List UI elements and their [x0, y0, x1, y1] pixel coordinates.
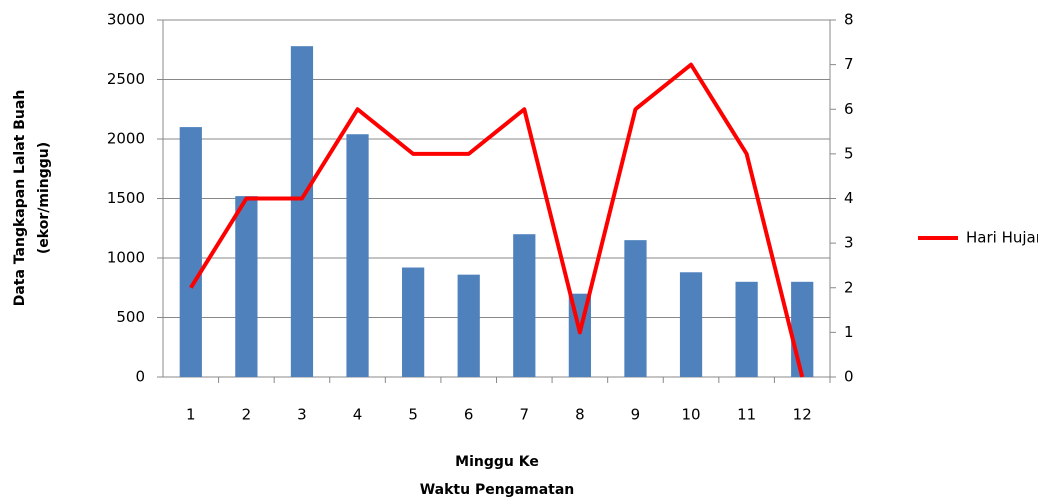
y2-tick-label: 8	[844, 11, 854, 29]
x-tick-label: 5	[408, 406, 418, 424]
x-axis-label: Minggu Ke	[455, 454, 539, 470]
line	[189, 62, 805, 378]
y-tick-label: 1500	[107, 189, 145, 207]
y-tick-label: 1000	[107, 249, 145, 267]
y2-tick-label: 4	[844, 189, 854, 207]
bar	[235, 196, 258, 377]
bar	[402, 267, 425, 377]
x-tick-label: 6	[464, 406, 474, 424]
y2-tick-label: 5	[844, 144, 854, 162]
x-tick-label: 10	[681, 406, 700, 424]
y2-tick-label: 3	[844, 234, 854, 252]
bar	[179, 127, 202, 377]
x-tick-label: 7	[520, 406, 530, 424]
y-axis-label: (ekor/minggu)	[36, 142, 52, 254]
bar	[346, 134, 369, 377]
y-axis-label: Data Tangkapan Lalat Buah	[12, 90, 28, 307]
y-tick-label: 500	[116, 308, 145, 326]
bar	[513, 234, 536, 377]
bar	[624, 240, 647, 377]
legend-label: Hari Hujan	[966, 229, 1038, 247]
x-tick-label: 1	[186, 406, 196, 424]
x-axis-label: Waktu Pengamatan	[420, 482, 575, 498]
bar	[679, 272, 703, 377]
y-tick-label: 0	[135, 368, 145, 386]
y2-tick-label: 6	[844, 100, 854, 118]
x-tick-label: 11	[737, 406, 756, 424]
y2-tick-label: 0	[844, 368, 854, 386]
x-tick-label: 9	[631, 406, 641, 424]
y2-tick-label: 2	[844, 278, 854, 296]
bar	[735, 281, 758, 377]
bar	[290, 46, 314, 378]
y-tick-label: 3000	[107, 11, 145, 29]
bar	[791, 281, 814, 377]
x-tick-label: 4	[353, 406, 363, 424]
y2-tick-label: 7	[844, 55, 854, 73]
x-tick-label: 8	[575, 406, 585, 424]
y-tick-label: 2000	[107, 130, 145, 148]
x-tick-label: 12	[793, 406, 812, 424]
y-tick-label: 2500	[107, 70, 145, 88]
x-tick-label: 3	[297, 406, 307, 424]
y2-tick-label: 1	[844, 323, 854, 341]
x-tick-label: 2	[242, 406, 252, 424]
bar	[457, 274, 480, 377]
